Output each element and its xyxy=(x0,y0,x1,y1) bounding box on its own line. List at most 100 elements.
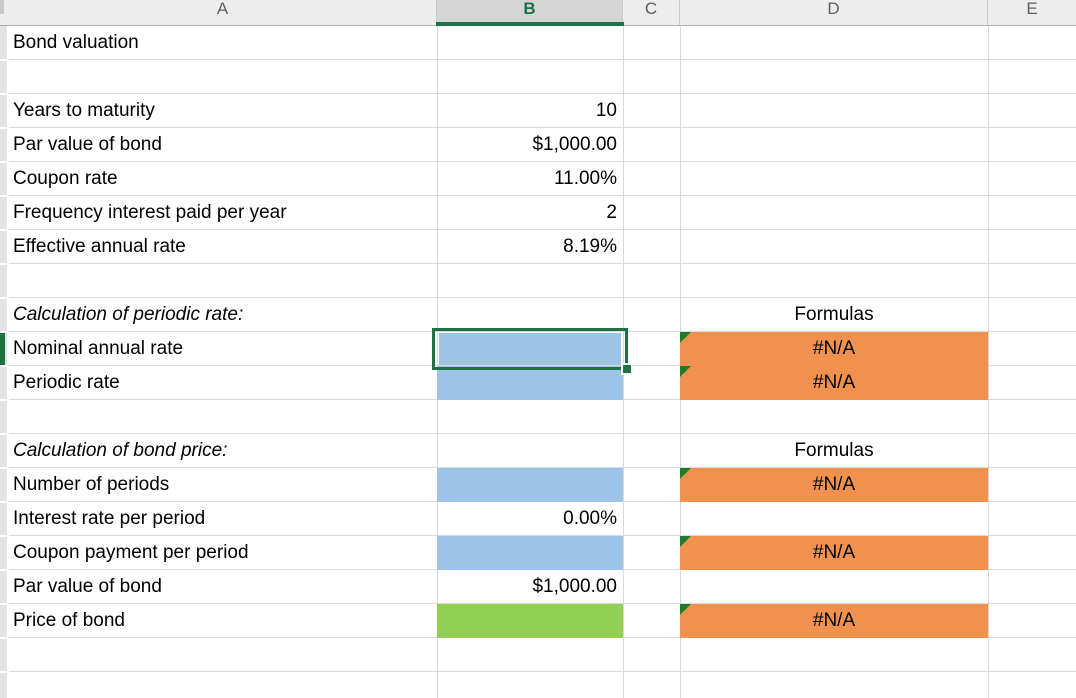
row-strip-line xyxy=(0,59,7,61)
error-indicator-icon xyxy=(680,332,691,343)
cell-label[interactable]: Coupon rate xyxy=(13,168,118,189)
cell-value[interactable]: 8.19% xyxy=(563,236,617,257)
gridline-vertical xyxy=(988,26,989,698)
row-strip-line xyxy=(0,263,7,265)
cell-label[interactable]: Coupon payment per period xyxy=(13,542,249,563)
cell-label[interactable]: Par value of bond xyxy=(13,576,162,597)
row-strip-line xyxy=(0,297,7,299)
selection-fill-handle[interactable] xyxy=(621,363,633,375)
row[interactable]: Coupon rate 11.00% xyxy=(9,162,1076,196)
row[interactable]: Par value of bond $1,000.00 xyxy=(9,570,1076,604)
formula-result-cell[interactable] xyxy=(680,604,988,638)
column-header-d[interactable]: D xyxy=(680,0,988,25)
formula-cell-text[interactable]: #N/A xyxy=(812,610,856,631)
row-strip-line xyxy=(0,603,7,605)
row-strip-line xyxy=(0,433,7,435)
cell-input[interactable] xyxy=(437,366,623,400)
row[interactable]: Coupon payment per period #N/A xyxy=(9,536,1076,570)
selected-column-underline xyxy=(436,22,624,26)
formula-cell-text[interactable]: #N/A xyxy=(812,338,856,359)
formula-result-cell[interactable] xyxy=(680,332,988,366)
cell-label[interactable]: Years to maturity xyxy=(13,100,155,121)
error-indicator-icon xyxy=(680,536,691,547)
formula-result-cell[interactable] xyxy=(680,536,988,570)
formula-result-cell[interactable] xyxy=(680,468,988,502)
cell-value[interactable]: 11.00% xyxy=(553,168,617,189)
cell-label[interactable]: Bond valuation xyxy=(13,32,139,53)
row-strip-line xyxy=(0,637,7,639)
cell-value[interactable]: $1,000.00 xyxy=(532,134,617,155)
cell-label[interactable]: Calculation of bond price: xyxy=(13,440,228,461)
cell-label[interactable]: Interest rate per period xyxy=(13,508,206,529)
row[interactable] xyxy=(9,400,1076,434)
row[interactable] xyxy=(9,672,1076,698)
row[interactable]: Price of bond #N/A xyxy=(9,604,1076,638)
selection-border xyxy=(432,328,628,370)
cell-label[interactable]: Effective annual rate xyxy=(13,236,186,257)
row[interactable]: Frequency interest paid per year 2 xyxy=(9,196,1076,230)
corner-notch xyxy=(0,0,4,14)
cell-label[interactable]: Nominal annual rate xyxy=(13,338,184,359)
row-strip-line xyxy=(0,399,7,401)
cell-value[interactable]: $1,000.00 xyxy=(532,576,617,597)
cell-input[interactable] xyxy=(437,604,623,638)
row[interactable]: Calculation of bond price: Formulas xyxy=(9,434,1076,468)
row-header-strip xyxy=(0,26,7,698)
row-strip-line xyxy=(0,127,7,129)
row-strip-line xyxy=(0,671,7,673)
column-header-e[interactable]: E xyxy=(988,0,1076,25)
formula-cell-text[interactable]: Formulas xyxy=(794,440,874,461)
row[interactable]: Nominal annual rate #N/A xyxy=(9,332,1076,366)
row[interactable]: Par value of bond $1,000.00 xyxy=(9,128,1076,162)
cell-input[interactable] xyxy=(437,468,623,502)
formula-cell-text[interactable]: #N/A xyxy=(812,372,856,393)
cell-value[interactable]: 0.00% xyxy=(563,508,617,529)
row-strip-line xyxy=(0,195,7,197)
row[interactable]: Calculation of periodic rate: Formulas xyxy=(9,298,1076,332)
column-letter: D xyxy=(827,0,840,18)
row[interactable] xyxy=(9,638,1076,672)
cell-label[interactable]: Par value of bond xyxy=(13,134,162,155)
cell-label[interactable]: Calculation of periodic rate: xyxy=(13,304,244,325)
row-strip-line xyxy=(0,161,7,163)
row-strip-line xyxy=(0,93,7,95)
cell-input[interactable] xyxy=(437,536,623,570)
row[interactable] xyxy=(9,264,1076,298)
row[interactable]: Bond valuation xyxy=(9,26,1076,60)
column-letter: C xyxy=(644,0,658,18)
column-letter: E xyxy=(1026,0,1038,18)
formula-cell-text[interactable]: #N/A xyxy=(812,474,856,495)
cell-value[interactable]: 10 xyxy=(595,100,617,121)
row-strip-line xyxy=(0,229,7,231)
cell-label[interactable]: Price of bond xyxy=(13,610,125,631)
formula-cell-text[interactable]: Formulas xyxy=(794,304,874,325)
error-indicator-icon xyxy=(680,468,691,479)
row[interactable]: Years to maturity 10 xyxy=(9,94,1076,128)
formula-cell-text[interactable]: #N/A xyxy=(812,542,856,563)
column-header-c[interactable]: C xyxy=(623,0,680,25)
cell-label[interactable]: Periodic rate xyxy=(13,372,120,393)
cell-input-selected[interactable] xyxy=(439,333,621,365)
row-strip-line xyxy=(0,501,7,503)
row-strip-line xyxy=(0,331,7,333)
row[interactable]: Number of periods #N/A xyxy=(9,468,1076,502)
column-header-row: A B C D E xyxy=(0,0,1076,26)
row[interactable]: Effective annual rate 8.19% xyxy=(9,230,1076,264)
row[interactable] xyxy=(9,60,1076,94)
gridline-vertical xyxy=(623,26,624,698)
row-header-corner xyxy=(0,0,9,25)
cell-value[interactable]: 2 xyxy=(606,202,617,223)
gridline-vertical xyxy=(437,26,438,698)
error-indicator-icon xyxy=(680,366,691,377)
column-letter: B xyxy=(523,0,536,18)
formula-result-cell[interactable] xyxy=(680,366,988,400)
error-indicator-icon xyxy=(680,604,691,615)
row[interactable]: Interest rate per period 0.00% xyxy=(9,502,1076,536)
row[interactable]: Periodic rate #N/A xyxy=(9,366,1076,400)
row-strip-line xyxy=(0,535,7,537)
column-header-b[interactable]: B xyxy=(437,0,623,25)
cell-label[interactable]: Number of periods xyxy=(13,474,170,495)
column-header-a[interactable]: A xyxy=(9,0,437,25)
cell-label[interactable]: Frequency interest paid per year xyxy=(13,202,287,223)
